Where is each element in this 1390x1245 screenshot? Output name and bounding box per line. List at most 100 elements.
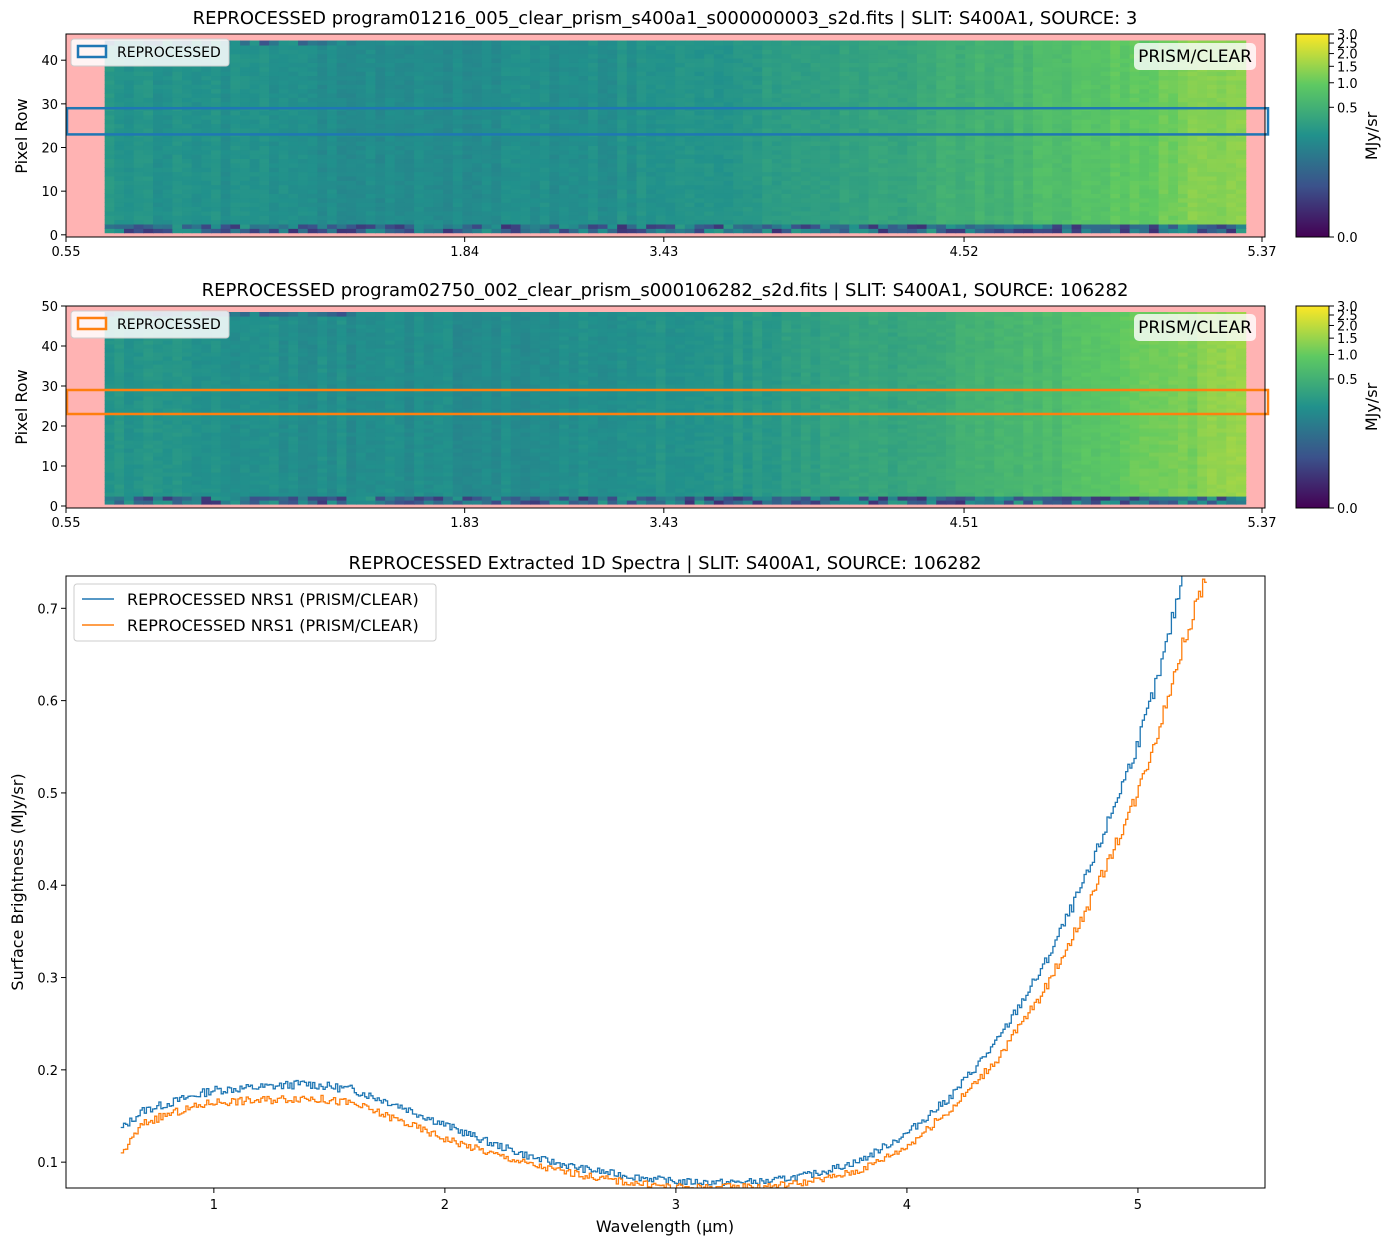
- heatmap-cell: [752, 101, 763, 107]
- heatmap-cell: [365, 66, 377, 72]
- heatmap-cell: [1090, 101, 1102, 107]
- heatmap-cell: [713, 210, 725, 216]
- heatmap-cell: [423, 158, 435, 164]
- heatmap-cell: [742, 228, 754, 234]
- heatmap-cell: [1110, 184, 1121, 190]
- heatmap-cell: [162, 162, 173, 168]
- heatmap-cell: [501, 210, 512, 216]
- heatmap-cell: [829, 184, 841, 190]
- heatmap-cell: [626, 53, 638, 59]
- heatmap-cell: [771, 149, 783, 155]
- heatmap-cell: [839, 202, 850, 208]
- heatmap-cell: [201, 149, 212, 155]
- heatmap-cell: [578, 228, 589, 234]
- heatmap-cell: [104, 171, 115, 177]
- heatmap-cell: [356, 62, 367, 68]
- heatmap-cell: [375, 127, 386, 133]
- heatmap-cell: [385, 228, 396, 234]
- heatmap-cell: [568, 162, 580, 168]
- heatmap-cell: [259, 167, 270, 173]
- heatmap-cell: [936, 184, 947, 190]
- heatmap-cell: [1032, 136, 1044, 142]
- heatmap-cell: [955, 123, 966, 129]
- heatmap-cell: [1090, 92, 1102, 98]
- heatmap-cell: [829, 44, 841, 50]
- heatmap-cell: [878, 49, 889, 55]
- heatmap-cell: [259, 206, 270, 212]
- heatmap-cell: [346, 210, 357, 216]
- heatmap-cell: [394, 92, 406, 98]
- heatmap-cell: [617, 75, 628, 81]
- heatmap-cell: [375, 44, 386, 50]
- heatmap-cell: [994, 162, 1005, 168]
- heatmap-cell: [162, 75, 173, 81]
- heatmap-cell: [868, 215, 879, 221]
- heatmap-cell: [965, 193, 976, 199]
- heatmap-cell: [926, 123, 937, 129]
- heatmap-cell: [752, 215, 763, 221]
- heatmap-cell: [1139, 84, 1150, 90]
- heatmap-cell: [472, 215, 483, 221]
- heatmap-cell: [491, 210, 502, 216]
- heatmap-cell: [510, 228, 522, 234]
- heatmap-cell: [771, 154, 783, 160]
- heatmap-cell: [849, 154, 860, 160]
- heatmap-cell: [481, 158, 493, 164]
- heatmap-cell: [684, 202, 696, 208]
- heatmap-cell: [220, 167, 231, 173]
- heatmap-cell: [887, 206, 899, 212]
- heatmap-cell: [191, 180, 202, 186]
- heatmap-cell: [124, 71, 135, 77]
- heatmap-cell: [1052, 228, 1063, 234]
- heatmap-cell: [810, 71, 821, 77]
- heatmap-cell: [858, 210, 870, 216]
- heatmap-cell: [307, 188, 319, 194]
- heatmap-cell: [365, 180, 377, 186]
- heatmap-cell: [945, 53, 957, 59]
- heatmap-cell: [916, 140, 928, 146]
- heatmap-cell: [1013, 193, 1024, 199]
- heatmap-cell: [1110, 40, 1121, 46]
- heatmap-cell: [820, 167, 831, 173]
- heatmap-cell: [1071, 88, 1082, 94]
- heatmap-cell: [414, 123, 425, 129]
- heatmap-cell: [1052, 210, 1063, 216]
- heatmap-cell: [626, 44, 638, 50]
- heatmap-cell: [472, 66, 483, 72]
- heatmap-cell: [298, 44, 309, 50]
- heatmap-cell: [520, 228, 531, 234]
- heatmap-cell: [1158, 180, 1169, 186]
- heatmap-cell: [414, 127, 425, 133]
- heatmap-cell: [675, 88, 686, 94]
- heatmap-cell: [568, 188, 580, 194]
- heatmap-cell: [665, 193, 676, 199]
- heatmap-cell: [791, 219, 802, 225]
- heatmap-cell: [829, 49, 841, 55]
- heatmap-cell: [1100, 123, 1111, 129]
- heatmap-cell: [597, 228, 609, 234]
- heatmap-cell: [607, 193, 618, 199]
- heatmap-cell: [191, 149, 202, 155]
- heatmap-cell: [588, 123, 599, 129]
- heatmap-cell: [578, 223, 589, 229]
- heatmap-cell: [839, 92, 850, 98]
- heatmap-cell: [1197, 219, 1208, 225]
- heatmap-cell: [501, 79, 512, 85]
- heatmap-cell: [597, 92, 609, 98]
- heatmap-cell: [1081, 154, 1092, 160]
- heatmap-cell: [733, 110, 744, 116]
- heatmap-cell: [220, 210, 231, 216]
- heatmap-cell: [1119, 71, 1131, 77]
- heatmap-cell: [829, 136, 841, 142]
- heatmap-cell: [259, 66, 270, 72]
- heatmap-cell: [462, 171, 473, 177]
- heatmap-cell: [114, 92, 125, 98]
- heatmap-cell: [211, 175, 222, 181]
- heatmap-cell: [1023, 202, 1034, 208]
- heatmap-cell: [346, 171, 357, 177]
- heatmap-cell: [868, 228, 879, 234]
- heatmap-cell: [249, 66, 260, 72]
- heatmap-cell: [897, 145, 908, 151]
- heatmap-cell: [665, 75, 676, 81]
- heatmap-cell: [849, 210, 860, 216]
